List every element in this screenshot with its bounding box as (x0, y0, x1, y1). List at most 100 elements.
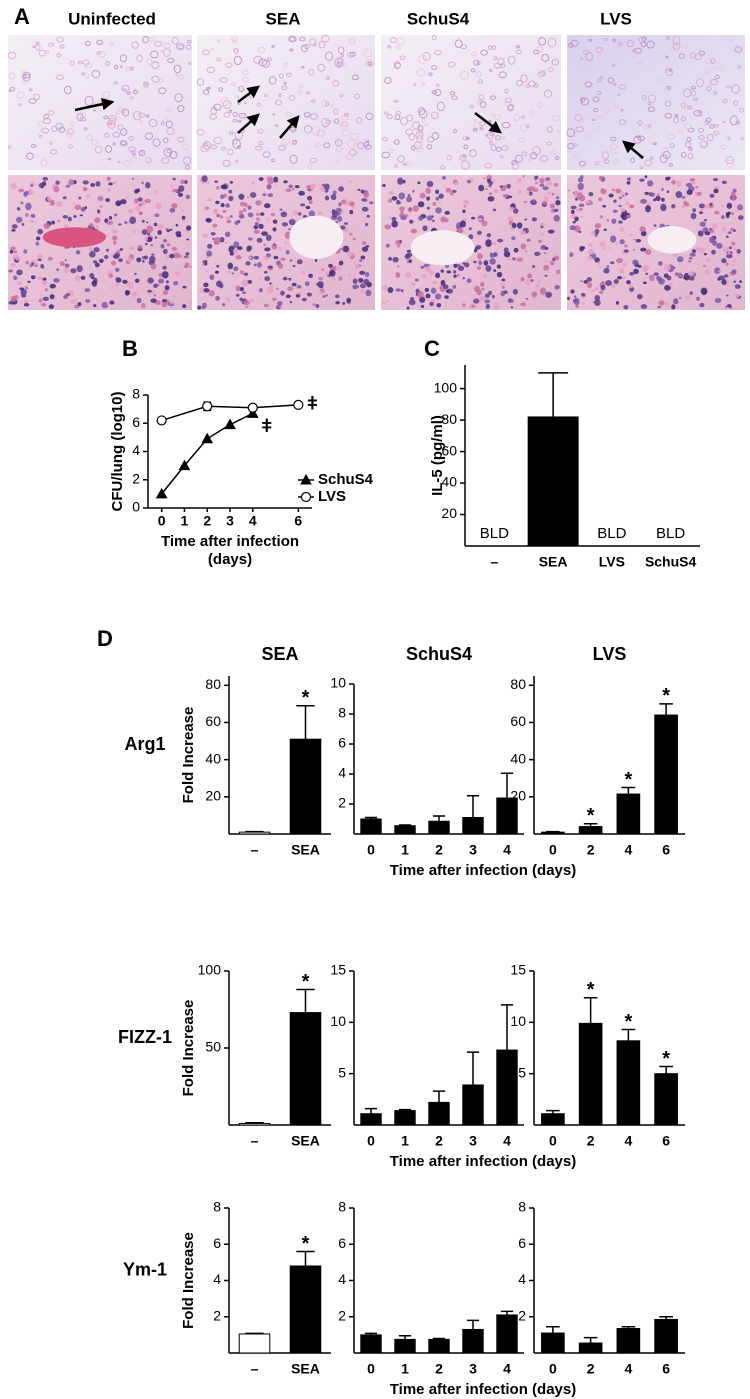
tissue-texture (220, 97, 229, 107)
tissue-texture (484, 293, 490, 298)
tissue-texture (594, 228, 600, 235)
tissue-texture (277, 144, 286, 151)
tissue-texture (281, 222, 289, 227)
tissue-texture (454, 39, 463, 48)
tissue-texture (527, 158, 532, 163)
bar (654, 1318, 678, 1354)
tissue-texture (468, 234, 474, 240)
tissue-texture (20, 201, 24, 205)
tissue-texture (567, 189, 571, 192)
tissue-texture (37, 121, 43, 127)
tissue-texture (566, 128, 576, 138)
tissue-texture (232, 111, 238, 117)
tissue-texture (136, 257, 142, 263)
tissue-texture (737, 215, 744, 220)
tissue-texture (735, 120, 740, 125)
tissue-texture (724, 274, 729, 278)
tissue-texture (476, 252, 481, 255)
bar (578, 1022, 603, 1126)
tissue-texture (7, 51, 17, 60)
tissue-texture (88, 246, 93, 251)
tissue-texture (173, 64, 182, 74)
tissue-texture (85, 299, 91, 303)
tissue-texture (702, 291, 707, 294)
tissue-texture (575, 126, 585, 133)
tissue-texture (626, 177, 631, 181)
tissue-texture (450, 191, 454, 196)
tissue-texture (639, 165, 644, 170)
tissue-texture (475, 245, 482, 250)
tissue-texture (665, 55, 669, 59)
tissue-texture (350, 133, 360, 142)
tissue-texture (357, 141, 364, 150)
tissue-texture (603, 37, 609, 42)
tissue-texture (165, 280, 169, 284)
tissue-texture (503, 290, 508, 295)
tissue-texture (468, 227, 472, 231)
tissue-texture (185, 44, 192, 50)
tissue-texture (311, 99, 316, 103)
x-tick-label: 6 (662, 1361, 670, 1377)
tissue-texture (16, 216, 23, 223)
tissue-texture (389, 148, 394, 154)
tissue-texture (385, 300, 390, 303)
tissue-texture (586, 282, 593, 289)
tissue-texture (335, 266, 343, 272)
tissue-texture (520, 74, 528, 83)
tissue-texture (643, 124, 651, 130)
tissue-texture (316, 128, 326, 138)
tissue-texture (216, 57, 222, 62)
tissue-texture (406, 160, 412, 166)
tissue-texture (171, 36, 179, 45)
bar (289, 738, 322, 835)
tissue-texture (538, 37, 547, 46)
tissue-texture (396, 265, 400, 268)
y-tick-label: 5 (518, 1064, 526, 1080)
tissue-texture (382, 136, 389, 142)
tissue-texture (539, 183, 545, 187)
tissue-texture (245, 305, 248, 308)
tissue-texture (494, 190, 499, 193)
tissue-texture (663, 264, 671, 271)
tissue-texture (729, 115, 739, 126)
tissue-texture (258, 288, 263, 293)
tissue-texture (93, 260, 98, 264)
tissue-texture (215, 280, 223, 288)
tissue-texture (342, 245, 350, 253)
tissue-texture (93, 247, 100, 253)
tissue-texture (478, 94, 485, 101)
tissue-texture (202, 89, 210, 95)
tissue-texture (697, 230, 704, 237)
tissue-texture (337, 46, 345, 54)
tissue-texture (56, 36, 64, 43)
bar (238, 831, 271, 835)
tissue-texture (66, 131, 73, 139)
tissue-texture (435, 272, 441, 279)
tissue-texture (556, 129, 561, 133)
tissue-texture (588, 243, 593, 247)
tissue-texture (334, 294, 340, 299)
tissue-texture (494, 135, 502, 141)
y-tick-label: 80 (510, 676, 526, 692)
tissue-texture (530, 279, 534, 282)
tissue-texture (612, 64, 616, 67)
tissue-texture (113, 283, 120, 287)
y-tick-label: 8 (338, 705, 346, 721)
tissue-texture (249, 299, 255, 303)
tissue-texture (574, 216, 579, 222)
y-tick-label: 4 (213, 1271, 221, 1287)
tissue-texture (621, 276, 626, 280)
tissue-texture (232, 138, 238, 145)
tissue-texture (129, 96, 135, 100)
tissue-texture (18, 103, 22, 106)
tissue-texture (553, 208, 559, 213)
arrow (237, 113, 260, 134)
tissue-texture (630, 157, 636, 164)
tissue-texture (726, 36, 734, 41)
tissue-texture (551, 58, 560, 66)
tissue-texture (628, 233, 633, 237)
tissue-texture (212, 237, 215, 240)
tissue-texture (578, 203, 585, 208)
error-bar (621, 786, 636, 795)
tissue-texture (601, 247, 606, 250)
